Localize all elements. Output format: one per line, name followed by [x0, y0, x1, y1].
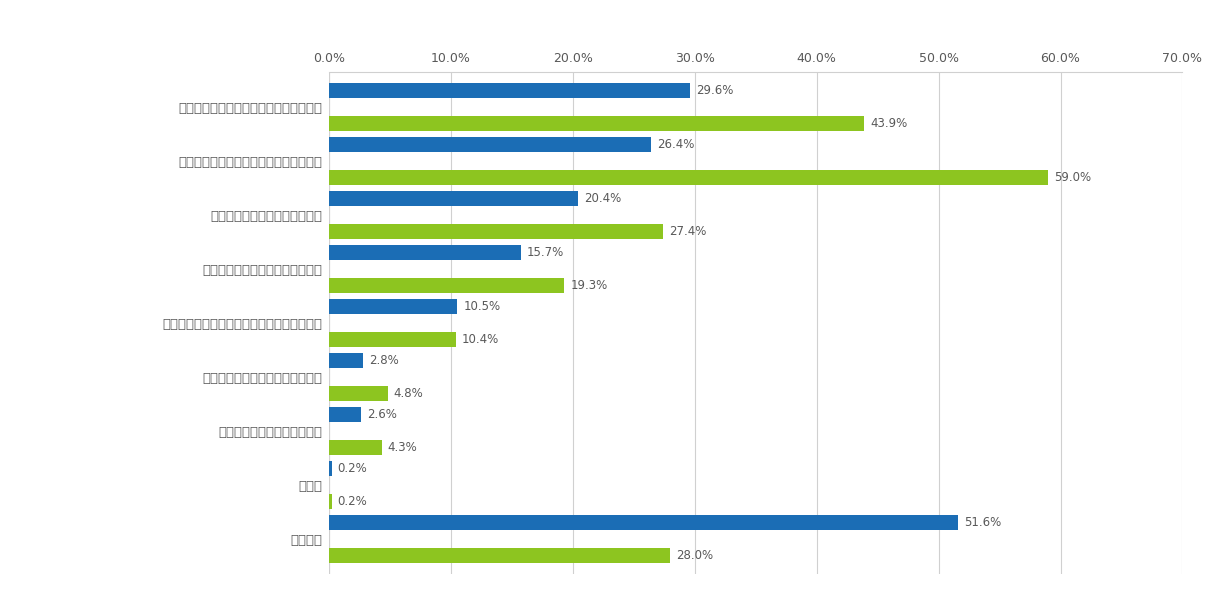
Bar — [329, 137, 651, 152]
Text: 4.8%: 4.8% — [394, 387, 423, 399]
Text: 20.4%: 20.4% — [584, 192, 622, 205]
Text: 0.2%: 0.2% — [338, 495, 367, 508]
Text: 10.5%: 10.5% — [463, 300, 500, 313]
Bar — [329, 169, 1048, 185]
Bar — [329, 224, 663, 239]
Bar — [329, 548, 670, 563]
Bar — [329, 461, 332, 477]
Bar — [329, 353, 363, 368]
Bar — [329, 277, 564, 292]
Text: 26.4%: 26.4% — [657, 138, 695, 151]
Bar — [329, 493, 332, 509]
Bar — [329, 407, 361, 422]
Bar — [329, 245, 521, 260]
Text: 4.3%: 4.3% — [388, 441, 417, 454]
Text: 19.3%: 19.3% — [570, 279, 608, 292]
Text: 10.4%: 10.4% — [462, 332, 500, 346]
Bar — [329, 331, 456, 347]
Bar — [329, 299, 457, 315]
Text: 2.6%: 2.6% — [367, 408, 397, 421]
Text: 27.4%: 27.4% — [669, 225, 707, 237]
Text: 0.2%: 0.2% — [338, 462, 367, 475]
Bar — [329, 440, 382, 454]
Text: 29.6%: 29.6% — [696, 84, 734, 97]
Text: 43.9%: 43.9% — [870, 117, 908, 130]
Text: 15.7%: 15.7% — [527, 246, 564, 259]
Text: 51.6%: 51.6% — [964, 516, 1002, 529]
Bar — [329, 83, 690, 98]
Text: 28.0%: 28.0% — [677, 549, 713, 562]
Bar — [329, 115, 864, 130]
Bar — [329, 515, 958, 530]
Bar — [329, 191, 578, 206]
Text: 59.0%: 59.0% — [1054, 170, 1091, 184]
Bar — [329, 386, 388, 401]
Text: 2.8%: 2.8% — [369, 354, 399, 367]
